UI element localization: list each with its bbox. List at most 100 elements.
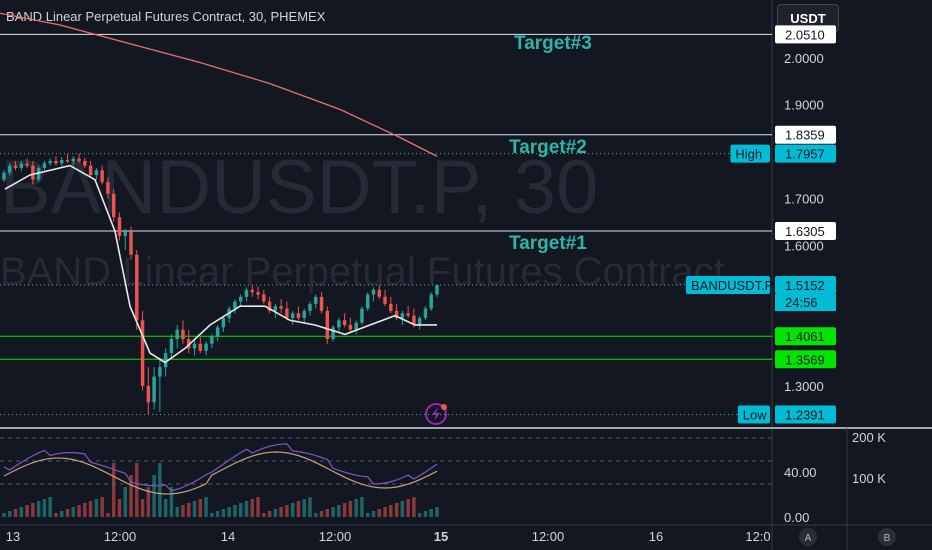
price-tag-bg-low bbox=[775, 405, 836, 424]
candle-body bbox=[262, 294, 266, 302]
volume-bar bbox=[198, 499, 203, 517]
volume-bar bbox=[296, 501, 301, 517]
time-axis-label: 12:00 bbox=[104, 529, 137, 544]
time-axis-label: 15 bbox=[434, 529, 448, 544]
time-axis-label: 12:00 bbox=[319, 529, 352, 544]
volume-bar bbox=[169, 487, 174, 517]
price-tag-bg-support2 bbox=[775, 350, 836, 369]
volume-bar bbox=[331, 507, 335, 517]
candle-body bbox=[296, 313, 301, 318]
candle-body bbox=[146, 385, 151, 403]
candle-body bbox=[354, 322, 358, 330]
time-axis-label: 12:0 bbox=[745, 529, 770, 544]
chart-title: BAND Linear Perpetual Futures Contract, … bbox=[6, 9, 326, 24]
volume-bar bbox=[285, 505, 289, 517]
volume-bar bbox=[302, 499, 306, 517]
candle-body bbox=[65, 159, 70, 162]
volume-bar bbox=[60, 511, 64, 517]
scale-button-label: A bbox=[805, 533, 812, 544]
candle-body bbox=[48, 160, 52, 164]
annotation-target2: Target#2 bbox=[509, 137, 587, 158]
volume-bar bbox=[262, 513, 266, 517]
label-tag-low: Low bbox=[743, 407, 767, 422]
candle-body bbox=[152, 376, 156, 403]
candle-body bbox=[187, 339, 191, 349]
volume-bar bbox=[279, 507, 283, 517]
volume-bar bbox=[204, 497, 208, 517]
candle-body bbox=[42, 163, 47, 168]
volume-bar bbox=[13, 509, 18, 517]
price-tag-bg-target1 bbox=[775, 222, 836, 240]
volume-bar bbox=[31, 503, 35, 517]
candle-body bbox=[417, 317, 422, 325]
volume-bar bbox=[423, 511, 428, 517]
price-tick-label: 1.6000 bbox=[784, 238, 824, 253]
candle-body bbox=[371, 289, 376, 295]
volume-bar bbox=[250, 499, 254, 517]
watermark-description: BAND Linear Perpetual Futures Contract bbox=[0, 250, 725, 294]
candle-body bbox=[100, 170, 104, 183]
volume-bar bbox=[94, 499, 99, 517]
candle-body bbox=[140, 320, 145, 386]
candle-body bbox=[267, 301, 272, 311]
candle-body bbox=[25, 163, 29, 166]
candle-body bbox=[198, 343, 203, 351]
label-tag-high: High bbox=[735, 147, 762, 162]
candle-body bbox=[221, 317, 226, 328]
volume-bar bbox=[412, 497, 416, 517]
candle-body bbox=[325, 310, 330, 340]
price-tag-bg-high bbox=[775, 144, 836, 163]
candle-body bbox=[429, 294, 433, 309]
candle-body bbox=[250, 289, 254, 293]
oscillator-axis-label: 40.00 bbox=[784, 465, 817, 480]
volume-bar bbox=[308, 497, 312, 517]
price-tag-bg-target3 bbox=[775, 25, 836, 44]
candle-body bbox=[88, 165, 93, 175]
candle-body bbox=[135, 254, 139, 321]
candle-body bbox=[279, 306, 283, 309]
volume-bar bbox=[129, 475, 133, 517]
scale-button-a[interactable] bbox=[799, 528, 817, 546]
time-axis-label: 12:00 bbox=[532, 529, 565, 544]
price-tag-high: 1.7957 bbox=[785, 147, 825, 162]
candle-body bbox=[348, 324, 353, 330]
volume-bar bbox=[181, 505, 185, 517]
volume-bar bbox=[146, 487, 151, 517]
price-tick-label: 1.3000 bbox=[784, 379, 824, 394]
candle-body bbox=[290, 313, 295, 318]
candle-body bbox=[400, 313, 405, 318]
price-tag-support1: 1.4061 bbox=[785, 329, 825, 344]
candle-body bbox=[285, 308, 289, 318]
candle-body bbox=[435, 285, 439, 295]
volume-bar bbox=[163, 499, 168, 517]
candle-body bbox=[169, 339, 174, 354]
volume-bar bbox=[435, 507, 439, 517]
candle-body bbox=[123, 231, 127, 236]
candle-body bbox=[308, 303, 312, 311]
candle-body bbox=[106, 182, 110, 194]
label-tag-last: BANDUSDT.P bbox=[691, 278, 773, 293]
volume-bar bbox=[360, 497, 364, 517]
volume-bar bbox=[337, 505, 341, 517]
volume-bar bbox=[106, 513, 110, 517]
annotation-target1: Target#1 bbox=[509, 233, 587, 254]
candle-body bbox=[60, 159, 64, 164]
volume-bar bbox=[140, 499, 145, 517]
volume-bar bbox=[256, 497, 260, 517]
volume-bar bbox=[65, 509, 70, 517]
label-tag-bg-last bbox=[686, 276, 770, 295]
volume-bar bbox=[365, 513, 370, 517]
volume-bar bbox=[325, 509, 330, 517]
volume-bar bbox=[406, 499, 410, 517]
candle-body bbox=[8, 165, 12, 173]
candle-body bbox=[54, 160, 58, 164]
candle-body bbox=[377, 289, 381, 297]
volume-bar bbox=[2, 513, 6, 517]
oscillator-axis-label: 0.00 bbox=[784, 510, 809, 525]
candle-body bbox=[302, 310, 306, 318]
ma-line-red bbox=[0, 12, 438, 157]
time-axis-label: 13 bbox=[6, 529, 20, 544]
candle-body bbox=[13, 165, 18, 168]
scale-button-b[interactable] bbox=[878, 528, 896, 546]
